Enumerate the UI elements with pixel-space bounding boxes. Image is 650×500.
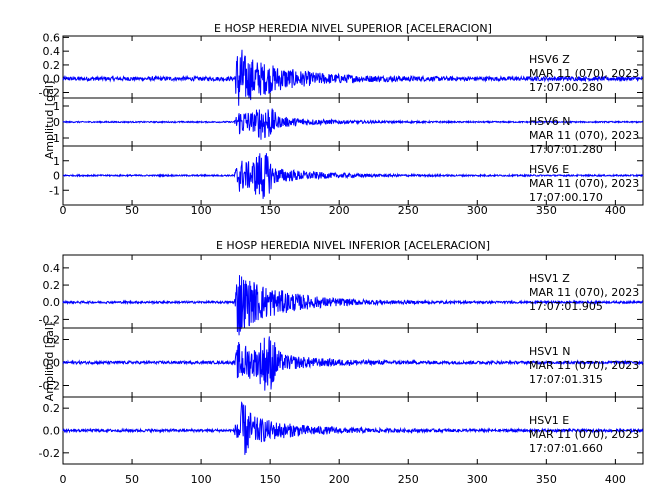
y-axis-label: Amplitud [gal] — [43, 81, 56, 159]
y-tick-label: -0.2 — [39, 313, 60, 326]
y-tick-label: -1 — [49, 132, 60, 145]
x-tick-label: 150 — [260, 204, 281, 217]
x-tick-label: 300 — [467, 473, 488, 486]
x-tick-label: 100 — [191, 204, 212, 217]
station-label: HSV1 N — [529, 345, 571, 358]
date-label: MAR 11 (070), 2023 — [529, 177, 639, 190]
x-tick-label: 0 — [60, 473, 67, 486]
x-tick-label: 400 — [605, 473, 626, 486]
y-tick-label: -0.2 — [39, 380, 60, 393]
y-tick-label: 1 — [53, 100, 60, 113]
y-tick-label: 0.2 — [43, 59, 61, 72]
x-tick-label: 100 — [191, 473, 212, 486]
waveform-hsv1-n — [62, 336, 644, 391]
x-tick-label: 200 — [329, 473, 350, 486]
y-tick-label: 0 — [53, 170, 60, 183]
y-tick-label: 1 — [53, 155, 60, 168]
y-tick-label: -0.2 — [39, 86, 60, 99]
waveform-hsv6-z — [62, 49, 643, 106]
y-tick-label: 0.2 — [43, 334, 61, 347]
y-axis-label: Amplitud [gal] — [43, 323, 56, 401]
x-tick-label: 0 — [60, 204, 67, 217]
y-tick-label: 0.2 — [43, 279, 61, 292]
waveform-hsv6-e — [62, 153, 644, 199]
y-tick-label: -1 — [49, 184, 60, 197]
station-label: HSV6 E — [529, 163, 569, 176]
y-tick-label: 0.6 — [43, 31, 61, 44]
x-tick-label: 250 — [398, 204, 419, 217]
y-tick-label: 0.0 — [43, 357, 61, 370]
x-tick-label: 350 — [536, 473, 557, 486]
y-tick-label: -0.2 — [39, 447, 60, 460]
y-tick-label: 0 — [53, 116, 60, 129]
date-label: MAR 11 (070), 2023 — [529, 129, 639, 142]
date-label: MAR 11 (070), 2023 — [529, 286, 639, 299]
y-tick-label: 0.0 — [43, 425, 61, 438]
chart-title: E HOSP HEREDIA NIVEL INFERIOR [ACELERACI… — [216, 239, 490, 252]
station-label: HSV1 Z — [529, 272, 570, 285]
x-tick-label: 50 — [125, 473, 139, 486]
station-label: HSV6 Z — [529, 53, 570, 66]
y-tick-label: 0.2 — [43, 402, 61, 415]
x-tick-label: 150 — [260, 473, 281, 486]
date-label: MAR 11 (070), 2023 — [529, 359, 639, 372]
x-tick-label: 300 — [467, 204, 488, 217]
time-label: 17:07:01.905 — [529, 300, 603, 313]
time-label: 17:07:01.280 — [529, 143, 603, 156]
x-tick-label: 250 — [398, 473, 419, 486]
time-label: 17:07:01.315 — [529, 373, 603, 386]
y-tick-label: 0.4 — [43, 262, 61, 275]
x-tick-label: 400 — [605, 204, 626, 217]
station-label: HSV1 E — [529, 414, 569, 427]
waveform-hsv1-e — [62, 401, 644, 455]
x-tick-label: 50 — [125, 204, 139, 217]
time-label: 17:07:00.170 — [529, 191, 603, 204]
chart-title: E HOSP HEREDIA NIVEL SUPERIOR [ACELERACI… — [214, 22, 492, 35]
y-tick-label: 0.0 — [43, 73, 61, 86]
time-label: 17:07:01.660 — [529, 442, 603, 455]
x-tick-label: 350 — [536, 204, 557, 217]
y-tick-label: 0.0 — [43, 296, 61, 309]
station-label: HSV6 N — [529, 115, 571, 128]
y-tick-label: 0.4 — [43, 45, 61, 58]
waveform-hsv6-n — [62, 108, 644, 140]
date-label: MAR 11 (070), 2023 — [529, 428, 639, 441]
waveform-hsv1-z — [62, 275, 644, 336]
x-tick-label: 200 — [329, 204, 350, 217]
date-label: MAR 11 (070), 2023 — [529, 67, 639, 80]
time-label: 17:07:00.280 — [529, 81, 603, 94]
